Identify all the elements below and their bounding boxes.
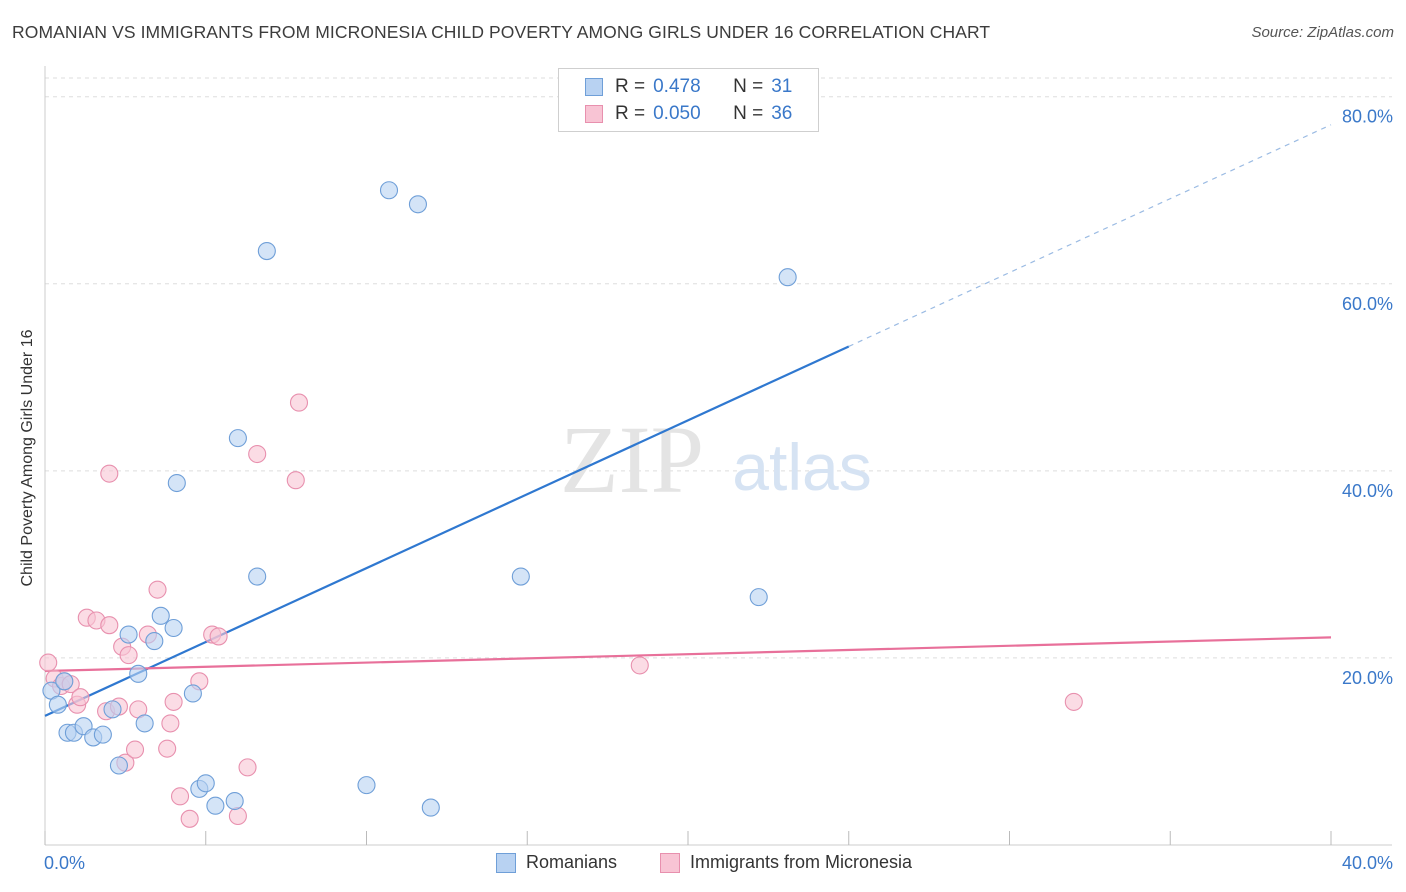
data-point-romanians bbox=[357, 776, 376, 795]
data-point-micronesia bbox=[238, 758, 257, 777]
chart-title: ROMANIAN VS IMMIGRANTS FROM MICRONESIA C… bbox=[12, 22, 991, 42]
data-point-micronesia bbox=[180, 809, 199, 828]
data-point-romanians bbox=[164, 618, 183, 638]
data-point-romanians bbox=[55, 672, 74, 691]
series-swatch-blue bbox=[496, 852, 516, 873]
data-point-romanians bbox=[257, 241, 276, 261]
data-point-romanians bbox=[151, 606, 170, 625]
data-point-romanians bbox=[93, 725, 112, 744]
data-point-micronesia bbox=[71, 688, 90, 707]
watermark-atlas: atlas bbox=[732, 430, 871, 504]
legend-swatch-blue bbox=[585, 78, 603, 96]
data-point-romanians bbox=[408, 195, 427, 214]
trend-line-romanians bbox=[44, 345, 850, 717]
x-tick-label: 0.0% bbox=[44, 853, 85, 873]
y-axis-label: Child Poverty Among Girls Under 16 bbox=[19, 329, 36, 587]
data-point-micronesia bbox=[164, 692, 183, 711]
source-label: Source: ZipAtlas.com bbox=[1251, 24, 1394, 41]
data-point-micronesia bbox=[100, 464, 119, 483]
y-tick-label: 40.0% bbox=[1342, 481, 1393, 501]
data-point-romanians bbox=[119, 625, 138, 644]
data-point-micronesia bbox=[630, 656, 649, 675]
data-point-micronesia bbox=[161, 714, 180, 733]
data-point-micronesia bbox=[158, 739, 177, 758]
watermark: ZIP atlas bbox=[560, 406, 872, 513]
data-point-micronesia bbox=[289, 393, 309, 412]
legend-row-romanians: R = 0.478 N = 31 bbox=[585, 75, 792, 99]
data-point-romanians bbox=[749, 588, 768, 607]
data-point-romanians bbox=[135, 714, 154, 733]
legend-n-value: 36 bbox=[771, 103, 793, 124]
data-point-micronesia bbox=[148, 580, 167, 599]
data-point-romanians bbox=[196, 774, 215, 793]
data-point-micronesia bbox=[119, 646, 138, 665]
trend-lines bbox=[44, 124, 1332, 717]
series-label-romanians: Romanians bbox=[526, 852, 618, 872]
data-point-romanians bbox=[225, 791, 244, 811]
data-point-romanians bbox=[206, 796, 225, 815]
series-label-micronesia: Immigrants from Micronesia bbox=[690, 852, 913, 872]
data-point-micronesia bbox=[286, 471, 305, 490]
data-point-romanians bbox=[109, 756, 128, 775]
x-tick-label: 40.0% bbox=[1342, 853, 1393, 873]
data-point-romanians bbox=[778, 268, 797, 287]
y-tick-label: 80.0% bbox=[1342, 107, 1393, 127]
data-points bbox=[39, 181, 1083, 828]
data-point-romanians bbox=[48, 695, 67, 714]
data-point-romanians bbox=[228, 429, 247, 448]
legend-r-label: R = bbox=[615, 103, 646, 124]
series-legend-romanians[interactable]: Romanians bbox=[496, 852, 617, 873]
legend-r-value: 0.050 bbox=[653, 103, 701, 124]
data-point-romanians bbox=[103, 700, 122, 719]
data-point-romanians bbox=[379, 181, 399, 200]
legend-row-micronesia: R = 0.050 N = 36 bbox=[585, 102, 792, 126]
series-swatch-pink bbox=[660, 852, 680, 873]
data-point-micronesia bbox=[228, 806, 247, 826]
legend-n-value: 31 bbox=[771, 76, 793, 97]
y-tick-label: 60.0% bbox=[1342, 294, 1393, 314]
data-point-romanians bbox=[248, 567, 267, 586]
data-point-micronesia bbox=[39, 653, 58, 672]
legend-swatch-pink bbox=[585, 105, 603, 123]
trend-line-romanians-extrapolated bbox=[848, 124, 1332, 347]
data-point-romanians bbox=[511, 567, 530, 586]
data-point-romanians bbox=[129, 664, 148, 683]
grid-lines bbox=[45, 77, 1392, 659]
series-legend-micronesia[interactable]: Immigrants from Micronesia bbox=[660, 852, 912, 873]
legend-r-label: R = bbox=[615, 76, 646, 97]
data-point-romanians bbox=[183, 684, 202, 703]
data-point-romanians bbox=[421, 798, 440, 817]
legend-n-label: N = bbox=[733, 76, 764, 97]
stats-legend: R = 0.478 N = 31 R = 0.050 N = 36 bbox=[558, 68, 819, 132]
data-point-micronesia bbox=[248, 444, 267, 464]
data-point-micronesia bbox=[170, 787, 190, 806]
trend-line-micronesia bbox=[44, 636, 1332, 673]
data-point-micronesia bbox=[1064, 692, 1083, 711]
data-point-romanians bbox=[145, 632, 164, 651]
data-point-romanians bbox=[167, 473, 186, 493]
y-tick-label: 20.0% bbox=[1342, 668, 1393, 688]
legend-n-label: N = bbox=[733, 103, 764, 124]
data-point-micronesia bbox=[100, 616, 119, 635]
data-point-micronesia bbox=[125, 740, 145, 759]
axes bbox=[44, 66, 1392, 846]
tick-labels: 20.0% 40.0% 60.0% 80.0% 0.0% 40.0% bbox=[44, 107, 1393, 873]
data-point-micronesia bbox=[209, 627, 228, 646]
legend-r-value: 0.478 bbox=[653, 76, 701, 97]
